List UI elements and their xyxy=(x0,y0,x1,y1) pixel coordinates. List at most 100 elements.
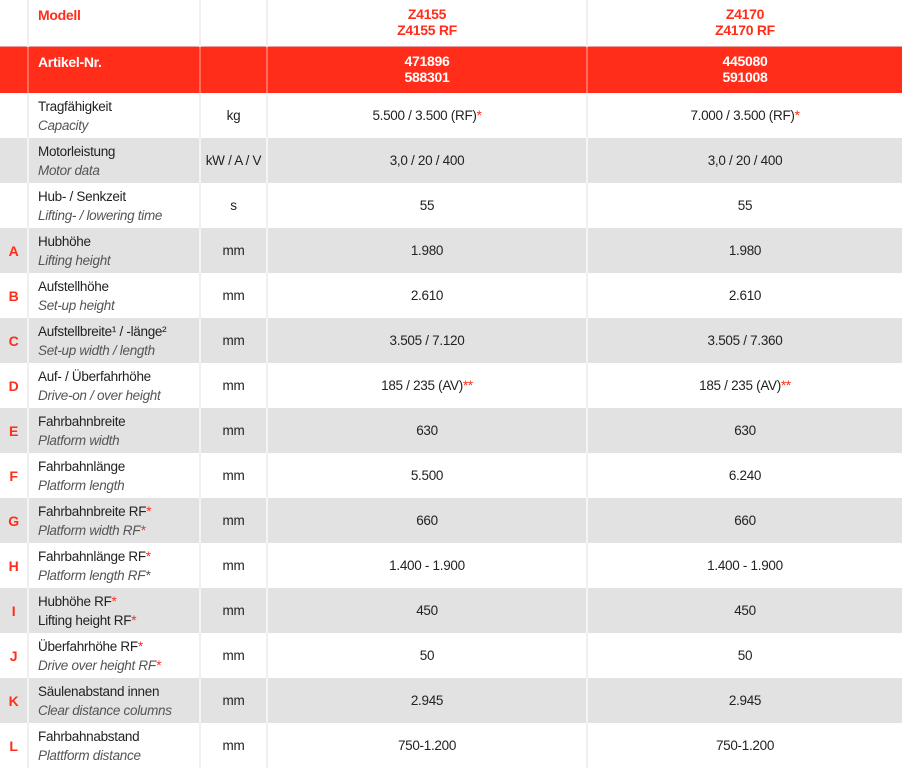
empty-cell xyxy=(0,0,29,47)
value-z4170: 1.980 xyxy=(587,228,902,273)
row-letter: E xyxy=(0,408,29,453)
value-z4155: 750-1.200 xyxy=(267,723,588,768)
value-z4155: 5.500 xyxy=(267,453,588,498)
label-en: Clear distance columns xyxy=(38,702,172,718)
label-de: Hubhöhe RF* xyxy=(38,593,117,609)
value-z4155: 3.505 / 7.120 xyxy=(267,318,588,363)
value-z4155: 2.945 xyxy=(267,678,588,723)
unit: mm xyxy=(200,318,268,363)
table-row: H Fahrbahnlänge RF* Platform length RF* m… xyxy=(0,543,902,588)
asterisk: * xyxy=(111,593,117,609)
value-z4155: 185 / 235 (AV)** xyxy=(267,363,588,408)
row-letter: K xyxy=(0,678,29,723)
asterisk: * xyxy=(476,108,482,123)
unit: s xyxy=(200,183,268,228)
asterisk: * xyxy=(137,638,143,654)
label-de: Aufstellhöhe xyxy=(38,278,109,294)
label-de: Hub- / Senkzeit xyxy=(38,188,126,204)
asterisk: * xyxy=(140,522,146,538)
label-de: Überfahrhöhe RF* xyxy=(38,638,143,654)
row-letter: I xyxy=(0,588,29,633)
value-z4155: 3,0 / 20 / 400 xyxy=(267,138,588,183)
value-z4155: 630 xyxy=(267,408,588,453)
value-z4170: 2.945 xyxy=(587,678,902,723)
table-row: F Fahrbahnlänge Platform length mm 5.500 … xyxy=(0,453,902,498)
value-z4170: 3.505 / 7.360 xyxy=(587,318,902,363)
unit: mm xyxy=(200,723,268,768)
model-z4155: Z4155 Z4155 RF xyxy=(267,0,588,47)
value-z4155: 1.400 - 1.900 xyxy=(267,543,588,588)
label-de: Aufstellbreite¹ / -länge² xyxy=(38,323,167,339)
label-de: Fahrbahnabstand xyxy=(38,728,140,744)
row-label: Fahrbahnabstand Plattform distance xyxy=(28,723,201,768)
value-z4155: 660 xyxy=(267,498,588,543)
label-en: Set-up height xyxy=(38,297,115,313)
table-row: I Hubhöhe RF* Lifting height RF* mm 450 4… xyxy=(0,588,902,633)
value-z4155: 55 xyxy=(267,183,588,228)
label-en: Drive over height RF* xyxy=(38,657,161,673)
row-label: Fahrbahnlänge RF* Platform length RF* xyxy=(28,543,201,588)
row-label: Aufstellbreite¹ / -länge² Set-up width / … xyxy=(28,318,201,363)
value-z4155: 5.500 / 3.500 (RF)* xyxy=(267,93,588,138)
row-label: Tragfähigkeit Capacity xyxy=(28,93,201,138)
table-row: Hub- / Senkzeit Lifting- / lowering time … xyxy=(0,183,902,228)
table-row: B Aufstellhöhe Set-up height mm 2.610 2.6… xyxy=(0,273,902,318)
unit: mm xyxy=(200,678,268,723)
row-letter: C xyxy=(0,318,29,363)
row-label: Fahrbahnbreite Platform width xyxy=(28,408,201,453)
table-row: A Hubhöhe Lifting height mm 1.980 1.980 xyxy=(0,228,902,273)
article-label: Artikel-Nr. xyxy=(28,46,201,93)
label-en: Lifting height RF* xyxy=(38,612,137,628)
row-letter: G xyxy=(0,498,29,543)
table-row: K Säulenabstand innen Clear distance colu… xyxy=(0,678,902,723)
label-de: Fahrbahnlänge RF* xyxy=(38,548,151,564)
table-row: J Überfahrhöhe RF* Drive over height RF* … xyxy=(0,633,902,678)
row-label: Hubhöhe RF* Lifting height RF* xyxy=(28,588,201,633)
asterisk: * xyxy=(146,503,152,519)
unit: kg xyxy=(200,93,268,138)
asterisk: ** xyxy=(780,378,791,393)
label-de: Fahrbahnbreite xyxy=(38,413,126,429)
row-letter: J xyxy=(0,633,29,678)
row-letter xyxy=(0,183,29,228)
value-z4170: 6.240 xyxy=(728,468,762,483)
asterisk: * xyxy=(145,548,151,564)
article-row: Artikel-Nr. 471896 588301 445080 591008 xyxy=(0,46,902,93)
article-z4170: 445080 591008 xyxy=(587,46,902,93)
value-z4155: 1.980 xyxy=(267,228,588,273)
empty-cell xyxy=(200,46,268,93)
unit: mm xyxy=(200,453,268,498)
asterisk: ** xyxy=(462,378,473,393)
article-number: 471896 xyxy=(404,52,450,69)
label-de: Fahrbahnbreite RF* xyxy=(38,503,152,519)
asterisk: * xyxy=(155,657,161,673)
label-en: Platform length xyxy=(38,477,125,493)
article-number: 445080 xyxy=(722,52,768,69)
label-en: Capacity xyxy=(38,117,89,133)
value-z4170: 7.000 / 3.500 (RF)* xyxy=(690,108,800,123)
unit: mm xyxy=(200,498,268,543)
row-letter: D xyxy=(0,363,29,408)
row-label: Fahrbahnlänge Platform length xyxy=(28,453,201,498)
label-de: Hubhöhe xyxy=(38,233,91,249)
row-label: Säulenabstand innen Clear distance column… xyxy=(28,678,201,723)
row-letter: B xyxy=(0,273,29,318)
table-row: D Auf- / Überfahrhöhe Drive-on / over hei… xyxy=(0,363,902,408)
model-name: Z4170 RF xyxy=(715,22,775,38)
row-letter: A xyxy=(0,228,29,273)
unit: mm xyxy=(200,408,268,453)
row-label: Auf- / Überfahrhöhe Drive-on / over heigh… xyxy=(28,363,201,408)
unit: mm xyxy=(200,588,268,633)
label-de: Auf- / Überfahrhöhe xyxy=(38,368,151,384)
unit: kW / A / V xyxy=(200,138,268,183)
model-name: Z4155 xyxy=(407,6,447,22)
row-label: Hubhöhe Lifting height xyxy=(28,228,201,273)
label-en: Lifting- / lowering time xyxy=(38,207,163,223)
asterisk: * xyxy=(131,612,137,628)
unit: mm xyxy=(200,543,268,588)
model-name: Z4155 RF xyxy=(397,22,457,38)
row-letter: L xyxy=(0,723,29,768)
label-de: Säulenabstand innen xyxy=(38,683,160,699)
row-label: Fahrbahnbreite RF* Platform width RF* xyxy=(28,498,201,543)
